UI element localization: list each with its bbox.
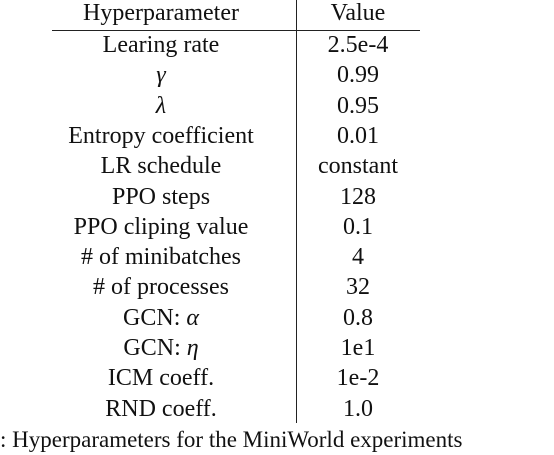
- param-value: 0.99: [337, 62, 379, 89]
- param-value: 4: [352, 244, 364, 271]
- param-value: 0.1: [343, 213, 373, 240]
- param-value: 1.0: [343, 395, 373, 422]
- param-name: GCN: η: [123, 335, 199, 361]
- param-name: RND coeff.: [105, 395, 217, 422]
- param-name: LR schedule: [100, 153, 222, 180]
- caption: : Hyperparameters for the MiniWorld expe…: [0, 427, 463, 452]
- param-name: PPO cliping value: [73, 213, 249, 240]
- param-name: # of processes: [93, 274, 229, 301]
- param-name: λ: [155, 92, 167, 119]
- param-name: # of minibatches: [81, 244, 241, 271]
- param-value: 2.5e-4: [327, 32, 389, 58]
- param-value: 32: [346, 274, 370, 301]
- param-name: ICM coeff.: [107, 365, 215, 392]
- param-value: 128: [340, 183, 376, 210]
- column-divider: [296, 0, 297, 423]
- param-name: Entropy coefficient: [68, 122, 254, 149]
- param-name: Learing rate: [102, 32, 220, 58]
- param-value: constant: [318, 153, 398, 180]
- header-cell: Value: [330, 0, 386, 26]
- param-value: 0.8: [343, 304, 373, 331]
- param-value: 0.95: [337, 92, 379, 119]
- param-value: 0.01: [337, 122, 379, 149]
- header-rule: [52, 30, 420, 31]
- param-name: GCN: α: [123, 304, 199, 331]
- param-name: γ: [156, 62, 166, 89]
- param-name: PPO steps: [111, 183, 211, 210]
- param-value: 1e1: [340, 335, 376, 361]
- param-value: 1e-2: [336, 365, 380, 392]
- header-cell: Hyperparameter: [83, 0, 239, 26]
